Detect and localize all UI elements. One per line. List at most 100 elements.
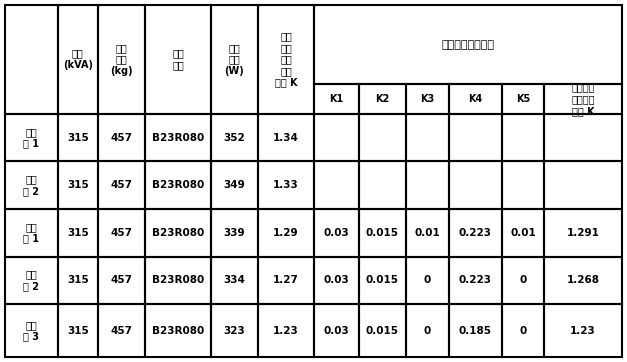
Bar [5, 257, 58, 304]
Bar [359, 257, 406, 304]
Text: 铁心
重量
(kg): 铁心 重量 (kg) [110, 43, 133, 76]
Bar [98, 114, 145, 161]
Bar [406, 209, 449, 257]
Bar [449, 161, 502, 209]
Bar [5, 114, 58, 161]
Bar [5, 304, 58, 357]
Bar [5, 161, 58, 209]
Text: 铁心工序工艺模块: 铁心工序工艺模块 [441, 40, 494, 50]
Bar [145, 5, 211, 114]
Text: 实施
例 2: 实施 例 2 [23, 270, 40, 291]
Bar [544, 209, 622, 257]
Bar [98, 257, 145, 304]
Text: K3: K3 [421, 94, 435, 104]
Bar [449, 209, 502, 257]
Text: B23R080: B23R080 [152, 180, 204, 190]
Text: 0.01: 0.01 [510, 228, 536, 238]
Bar [544, 114, 622, 161]
Bar [258, 161, 314, 209]
Bar [98, 114, 145, 161]
Bar [544, 114, 622, 161]
Bar [544, 304, 622, 357]
Bar [258, 257, 314, 304]
Text: 315: 315 [67, 180, 88, 190]
Bar [145, 114, 211, 161]
Text: 0.03: 0.03 [323, 228, 349, 238]
Bar [5, 114, 58, 161]
Bar [359, 304, 406, 357]
Text: 315: 315 [67, 228, 88, 238]
Bar [145, 161, 211, 209]
Text: 1.29: 1.29 [273, 228, 298, 238]
Bar [211, 304, 258, 357]
Text: K2: K2 [376, 94, 389, 104]
Bar [5, 209, 58, 257]
Bar [359, 84, 406, 114]
Bar [58, 304, 98, 357]
Bar [449, 257, 502, 304]
Bar [145, 257, 211, 304]
Text: B23R080: B23R080 [152, 275, 204, 285]
Bar [258, 114, 314, 161]
Bar [502, 161, 544, 209]
Bar [58, 5, 98, 114]
Bar [406, 161, 449, 209]
Bar [544, 257, 622, 304]
Text: K5: K5 [516, 94, 530, 104]
Text: 1.34: 1.34 [273, 132, 299, 143]
Bar [145, 161, 211, 209]
Bar [449, 304, 502, 357]
Bar [544, 209, 622, 257]
Bar [211, 5, 258, 114]
Bar [211, 257, 258, 304]
Bar [314, 161, 359, 209]
Bar [502, 114, 544, 161]
Bar [211, 5, 258, 114]
Bar [314, 304, 359, 357]
Bar [98, 161, 145, 209]
Bar [314, 114, 359, 161]
Bar [406, 84, 449, 114]
Bar [98, 257, 145, 304]
Bar [211, 209, 258, 257]
Bar [406, 304, 449, 357]
Bar [211, 304, 258, 357]
Text: 实施
例 3: 实施 例 3 [23, 320, 40, 341]
Bar [5, 257, 58, 304]
Text: 容量
(kVA): 容量 (kVA) [63, 49, 93, 70]
Bar [359, 114, 406, 161]
Text: K1: K1 [329, 94, 343, 104]
Text: 实施
例 1: 实施 例 1 [23, 222, 40, 244]
Text: 315: 315 [67, 275, 88, 285]
Text: 1.268: 1.268 [567, 275, 599, 285]
Bar [5, 304, 58, 357]
Bar [211, 114, 258, 161]
Text: K4: K4 [468, 94, 482, 104]
Bar [544, 304, 622, 357]
Bar [98, 5, 145, 114]
Text: 1.23: 1.23 [273, 325, 299, 336]
Text: 349: 349 [224, 180, 245, 190]
Bar [258, 304, 314, 357]
Text: 0.223: 0.223 [459, 275, 492, 285]
Text: B23R080: B23R080 [152, 228, 204, 238]
Bar [502, 84, 544, 114]
Bar [359, 257, 406, 304]
Bar [314, 161, 359, 209]
Text: 比较
例 1: 比较 例 1 [23, 127, 40, 148]
Bar [544, 84, 622, 114]
Text: 空载
损耗
(W): 空载 损耗 (W) [224, 43, 245, 76]
Bar [406, 114, 449, 161]
Bar [359, 304, 406, 357]
Bar [359, 209, 406, 257]
Bar [258, 114, 314, 161]
Bar [5, 161, 58, 209]
Bar [258, 257, 314, 304]
Bar [359, 84, 406, 114]
Bar [314, 84, 359, 114]
Bar [449, 114, 502, 161]
Bar [314, 84, 359, 114]
Bar [359, 161, 406, 209]
Text: 硅钢
牌号: 硅钢 牌号 [172, 49, 184, 70]
Text: 457: 457 [110, 132, 133, 143]
